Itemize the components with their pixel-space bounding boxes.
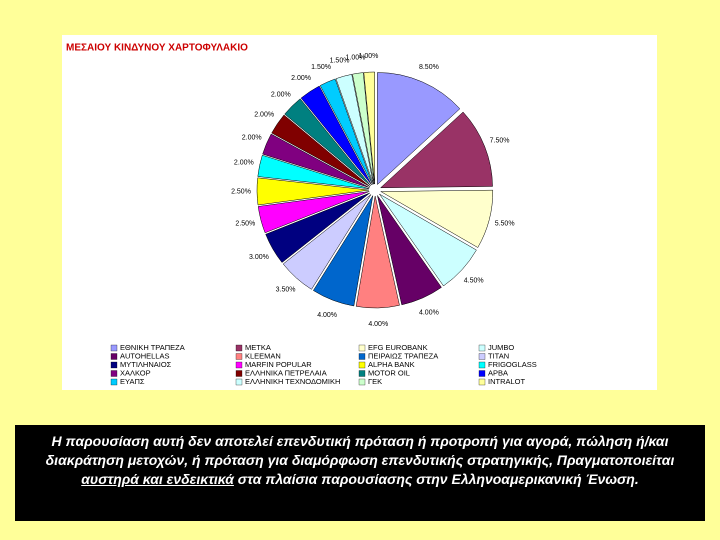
legend-label: ΓΕΚ <box>368 377 382 386</box>
data-label: 2.50% <box>231 188 251 195</box>
legend-swatch <box>358 344 366 352</box>
legend-label: JUMBO <box>488 343 514 352</box>
legend-swatch <box>478 378 486 386</box>
data-label: 1.00% <box>346 54 366 61</box>
legend-swatch <box>235 378 243 386</box>
pie-slice <box>379 111 493 189</box>
disclaimer-text: στα πλαίσια παρουσίασης στην Ελληνοαμερι… <box>233 471 639 487</box>
legend-swatch <box>358 378 366 386</box>
pie-slice <box>377 72 461 186</box>
legend-label: ΑΡΒΑ <box>488 368 508 377</box>
disclaimer-text: Η παρουσίαση αυτή δεν αποτελεί επενδυτικ… <box>45 433 675 468</box>
disclaimer-emphasis: αυστηρά και ενδεικτικά <box>81 471 234 487</box>
pie-slice <box>284 98 371 186</box>
legend-label: FRIGOGLASS <box>488 360 537 369</box>
pie-slice <box>265 192 370 263</box>
data-label: 3.50% <box>276 287 296 294</box>
data-label: 4.50% <box>464 277 484 284</box>
legend-swatch <box>478 361 486 369</box>
data-label: 2.00% <box>254 112 274 119</box>
legend-swatch <box>478 353 486 360</box>
legend-label: ΠΕΙΡΑΙΩΣ ΤΡΑΠΕΖΑ <box>368 351 438 360</box>
legend-label: MOTOR OIL <box>368 368 410 377</box>
legend-label: ALPHA BANK <box>368 360 415 369</box>
legend-swatch <box>358 361 366 369</box>
legend-swatch <box>235 344 243 352</box>
data-label: 4.00% <box>419 310 439 317</box>
legend-swatch <box>110 344 118 352</box>
pie-slice <box>363 71 375 185</box>
pie-slice <box>319 78 373 185</box>
legend-swatch <box>235 361 243 369</box>
data-label: 2.00% <box>291 75 311 82</box>
legend-label: ΕΥΑΠΣ <box>120 377 145 386</box>
legend-swatch <box>235 370 243 377</box>
data-label: 7.50% <box>490 137 510 144</box>
legend-label: ΕΘΝΙΚΗ ΤΡΑΠΕΖΑ <box>120 343 185 352</box>
pie-slice <box>257 154 370 190</box>
pie-slice <box>256 177 370 206</box>
legend-label: ΧΑΛΚΟΡ <box>120 368 151 377</box>
legend-label: ΕΛΛΗΝΙΚΗ ΤΕΧΝΟΔΟΜΙΚΗ <box>245 377 340 386</box>
legend-swatch <box>358 353 366 360</box>
legend-label: KLEEMAN <box>245 351 281 360</box>
pie-slice <box>377 195 442 306</box>
legend-swatch <box>358 370 366 377</box>
legend-label: ΕΛΛΗΝΙΚΑ ΠΕΤΡΕΛΑΙΑ <box>245 368 327 377</box>
legend-label: ΜΥΤΙΛΗΝΑΙΟΣ <box>120 360 172 369</box>
data-label: 4.00% <box>368 321 388 328</box>
pie-slice <box>352 72 375 185</box>
legend-label: EFG EUROBANK <box>368 343 428 352</box>
legend-label: ΜΕΤΚΑ <box>245 343 271 352</box>
legend-swatch <box>235 353 243 360</box>
data-label: 5.50% <box>495 221 515 228</box>
pie-slice <box>262 133 370 188</box>
legend-label: MARFIN POPULAR <box>245 360 312 369</box>
pie-slice <box>271 114 371 187</box>
legend-swatch <box>478 344 486 352</box>
disclaimer: Η παρουσίαση αυτή δεν αποτελεί επενδυτικ… <box>15 425 705 521</box>
data-label: 8.50% <box>419 64 439 71</box>
chart-title: ΜΕΣΑΙΟΥ ΚΙΝΔΥΝΟΥ ΧΑΡΤΟΦΥΛΑΚΙΟ <box>66 43 248 54</box>
data-label: 2.00% <box>234 159 254 166</box>
data-label: 2.50% <box>235 221 255 228</box>
chart: ΜΕΣΑΙΟΥ ΚΙΝΔΥΝΟΥ ΧΑΡΤΟΦΥΛΑΚΙΟ 8.50% 7.50%… <box>62 35 657 390</box>
pie-slice <box>300 85 372 186</box>
data-label: 2.00% <box>242 134 262 141</box>
legend-label: AUTOHELLAS <box>120 351 169 360</box>
pie-slice <box>379 193 477 287</box>
pie-slice <box>335 74 374 185</box>
data-label: 4.00% <box>317 312 337 319</box>
pie-slice <box>257 191 370 234</box>
legend-swatch <box>478 370 486 377</box>
legend-swatch <box>110 370 118 377</box>
data-label: 1.50% <box>311 64 331 71</box>
legend-label: ΤΙΤΑΝ <box>488 351 509 360</box>
data-label: 3.00% <box>249 254 269 261</box>
legend-swatch <box>110 353 118 360</box>
data-label: 2.00% <box>271 92 291 99</box>
legend-swatch <box>110 361 118 369</box>
data-label: 1.50% <box>330 58 350 65</box>
pie-slice <box>355 195 400 309</box>
legend-label: INTRALOT <box>488 377 526 386</box>
data-label: 1.00% <box>359 53 379 60</box>
pie-slice <box>313 195 374 307</box>
pie-slice <box>282 194 372 290</box>
legend-swatch <box>110 378 118 386</box>
pie-slice <box>379 189 494 248</box>
